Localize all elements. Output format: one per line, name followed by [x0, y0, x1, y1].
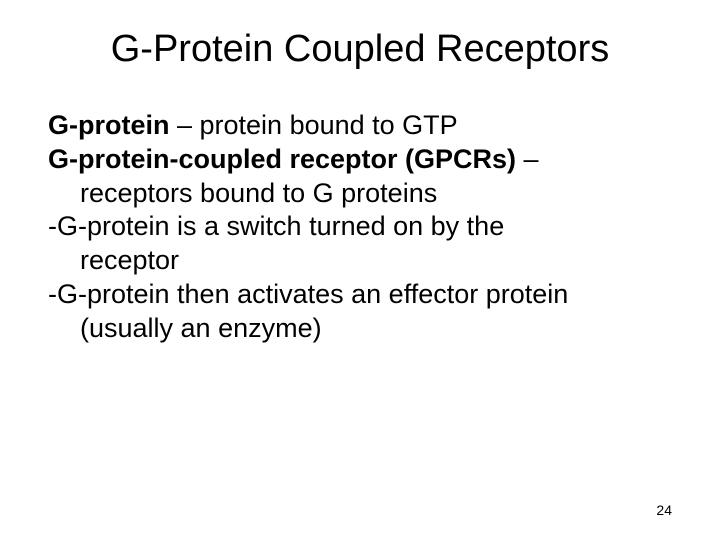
definition-line-2-cont: receptors bound to G proteins — [48, 177, 672, 211]
slide-title: G-Protein Coupled Receptors — [48, 28, 672, 71]
slide-body: G-protein – protein bound to GTP G-prote… — [48, 109, 672, 345]
term-gpcr-dash: – — [516, 144, 539, 174]
term-g-protein: G-protein — [48, 110, 170, 140]
term-g-protein-def: – protein bound to GTP — [170, 110, 458, 140]
bullet-line-1: -G-protein is a switch turned on by the — [48, 210, 672, 244]
term-gpcr: G-protein-coupled receptor (GPCRs) — [48, 144, 516, 174]
slide-container: G-Protein Coupled Receptors G-protein – … — [0, 0, 720, 540]
bullet-line-1-cont: receptor — [48, 244, 672, 278]
definition-line-2: G-protein-coupled receptor (GPCRs) – — [48, 143, 672, 177]
page-number: 24 — [656, 502, 672, 518]
definition-line-1: G-protein – protein bound to GTP — [48, 109, 672, 143]
bullet-line-2: -G-protein then activates an effector pr… — [48, 278, 672, 312]
bullet-line-2-cont: (usually an enzyme) — [48, 312, 672, 346]
